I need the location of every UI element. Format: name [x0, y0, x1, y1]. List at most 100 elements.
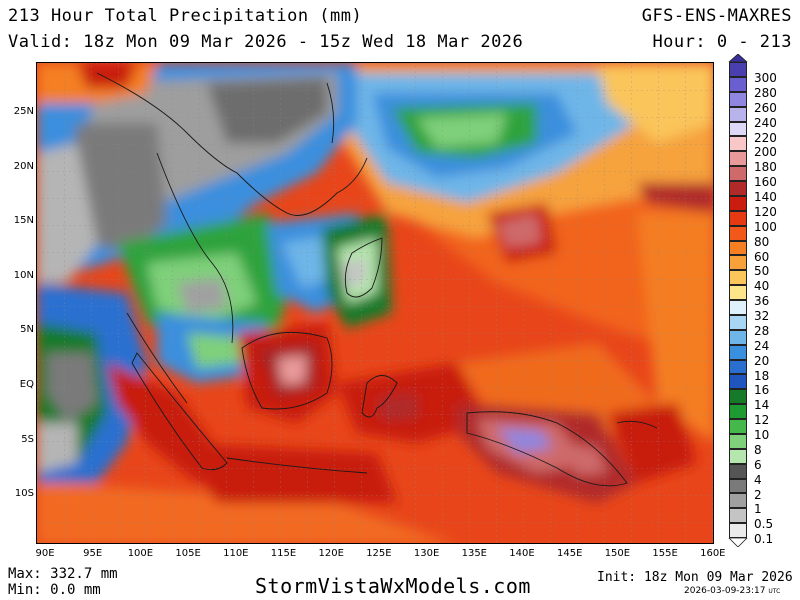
legend-label: 8 — [754, 442, 762, 457]
legend-swatch — [729, 195, 747, 211]
timestamp: 2026-03-09-23:17 UTC — [684, 586, 780, 596]
longitude-label: 95E — [83, 548, 103, 559]
forecast-hours: Hour: 0 - 213 — [652, 32, 792, 52]
legend-swatch — [729, 106, 747, 122]
legend-bottom-arrow — [728, 538, 748, 547]
legend-swatch — [729, 314, 747, 330]
legend-label: 80 — [754, 234, 770, 249]
legend-label: 4 — [754, 472, 762, 487]
legend-label: 20 — [754, 353, 770, 368]
legend-swatch — [729, 210, 747, 226]
legend-label: 280 — [754, 85, 777, 100]
legend-top-arrow — [728, 54, 748, 62]
legend-label: 180 — [754, 160, 777, 175]
legend-swatch — [729, 225, 747, 241]
legend-label: 6 — [754, 457, 762, 472]
longitude-label: 110E — [223, 548, 249, 559]
legend-swatches — [729, 62, 749, 538]
legend-label: 300 — [754, 71, 777, 85]
legend-swatch — [729, 136, 747, 152]
precipitation-field — [37, 63, 713, 543]
timestamp-value: 2026-03-09-23:17 — [684, 586, 766, 596]
site-watermark: StormVistaWxModels.com — [255, 574, 531, 598]
coastlines — [96, 72, 658, 487]
latitude-label: 5N — [20, 324, 34, 336]
legend-swatch — [729, 344, 747, 360]
latitude-label: 10N — [13, 269, 34, 281]
legend-swatch — [729, 285, 747, 300]
legend-label: 24 — [754, 338, 770, 353]
legend-swatch — [729, 255, 747, 271]
legend-label: 60 — [754, 249, 770, 264]
legend-label: 220 — [754, 130, 777, 145]
legend-swatch — [729, 419, 747, 434]
legend-label: 10 — [754, 428, 770, 442]
legend-label: 18 — [754, 368, 770, 383]
timestamp-zone: UTC — [768, 588, 781, 595]
legend-swatch — [729, 166, 747, 181]
longitude-label: 160E — [700, 548, 726, 559]
valid-period: Valid: 18z Mon 09 Mar 2026 - 15z Wed 18 … — [8, 32, 524, 52]
latitude-label: 20N — [13, 160, 34, 172]
legend-swatch — [729, 463, 747, 479]
legend-swatch — [729, 329, 747, 345]
legend-label: 2 — [754, 487, 762, 502]
longitude-label: 105E — [175, 548, 201, 559]
longitude-label: 155E — [652, 548, 678, 559]
legend-label: 32 — [754, 309, 770, 323]
legend-swatch — [729, 389, 747, 405]
legend-label: 100 — [754, 219, 777, 234]
legend-label: 240 — [754, 115, 777, 130]
legend-swatch — [729, 433, 747, 449]
legend-swatch — [729, 270, 747, 286]
lat-lon-grid — [37, 63, 713, 543]
legend-label: 200 — [754, 145, 777, 160]
legend-swatch — [729, 62, 747, 77]
legend-swatch — [729, 374, 747, 390]
legend-swatch — [729, 404, 747, 419]
model-name: GFS-ENS-MAXRES — [641, 6, 792, 26]
latitude-label: EQ — [19, 379, 34, 390]
legend-swatch — [729, 523, 747, 538]
legend-swatch — [729, 448, 747, 464]
legend-label: 40 — [754, 279, 770, 294]
longitude-label: 120E — [318, 548, 344, 559]
longitude-label: 140E — [509, 548, 535, 559]
legend-label: 1 — [754, 502, 762, 517]
legend-label: 120 — [754, 204, 777, 219]
legend-swatch — [729, 508, 747, 524]
legend-label: 0.5 — [754, 517, 774, 532]
latitude-label: 25N — [13, 106, 34, 117]
legend-swatch — [729, 76, 747, 92]
legend-label: 160 — [754, 175, 777, 190]
legend-swatch — [729, 478, 747, 494]
init-time: Init: 18z Mon 09 Mar 2026 — [597, 570, 793, 585]
legend-swatch — [729, 493, 747, 509]
legend-label: 14 — [754, 398, 770, 413]
legend-swatch — [729, 300, 747, 315]
longitude-label: 100E — [127, 548, 154, 559]
longitude-label: 135E — [461, 548, 487, 559]
legend-swatch — [729, 181, 747, 196]
legend-swatch — [729, 121, 747, 137]
latitude-label: 10S — [14, 488, 34, 500]
legend-label: 36 — [754, 294, 770, 309]
longitude-label: 125E — [366, 548, 392, 559]
longitude-label: 150E — [604, 548, 631, 559]
map-title: 213 Hour Total Precipitation (mm) — [8, 6, 363, 26]
legend-swatch — [729, 359, 747, 375]
longitude-label: 90E — [35, 548, 55, 559]
legend-swatch — [729, 151, 747, 167]
legend-label: 12 — [754, 413, 770, 428]
longitude-label: 145E — [556, 548, 583, 559]
legend-label: 0.1 — [754, 532, 774, 547]
longitude-label: 130E — [413, 548, 440, 559]
latitude-label: 5S — [21, 433, 34, 445]
legend-label: 260 — [754, 100, 777, 115]
legend-label: 28 — [754, 323, 770, 338]
longitude-label: 115E — [270, 548, 297, 559]
max-value: Max: 332.7 mm — [8, 566, 118, 582]
precipitation-map[interactable] — [36, 62, 714, 544]
min-value: Min: 0.0 mm — [8, 582, 101, 598]
legend-swatch — [729, 240, 747, 256]
